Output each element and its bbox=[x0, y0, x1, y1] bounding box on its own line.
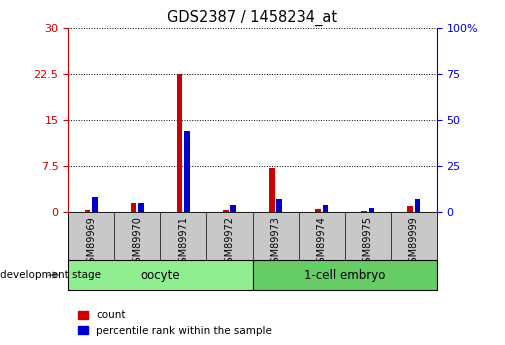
Bar bbox=[323, 205, 328, 212]
Bar bbox=[131, 203, 136, 212]
Bar bbox=[230, 205, 236, 212]
Bar bbox=[223, 210, 229, 212]
Title: GDS2387 / 1458234_at: GDS2387 / 1458234_at bbox=[168, 10, 337, 26]
Text: GSM89973: GSM89973 bbox=[271, 216, 281, 269]
Text: GSM89972: GSM89972 bbox=[224, 216, 234, 269]
Bar bbox=[361, 211, 367, 212]
Bar bbox=[415, 199, 420, 212]
Text: GSM89975: GSM89975 bbox=[363, 216, 373, 269]
Text: GSM89970: GSM89970 bbox=[132, 216, 142, 269]
Text: oocyte: oocyte bbox=[140, 269, 180, 282]
Text: 1-cell embryo: 1-cell embryo bbox=[304, 269, 385, 282]
Bar bbox=[269, 168, 275, 212]
Bar bbox=[138, 203, 144, 212]
Bar bbox=[177, 74, 182, 212]
Bar bbox=[369, 208, 374, 212]
Text: development stage: development stage bbox=[0, 270, 101, 280]
FancyBboxPatch shape bbox=[252, 260, 437, 290]
Text: GSM89971: GSM89971 bbox=[178, 216, 188, 269]
Legend: count, percentile rank within the sample: count, percentile rank within the sample bbox=[73, 306, 276, 340]
Bar bbox=[184, 131, 190, 212]
FancyBboxPatch shape bbox=[68, 260, 252, 290]
Text: GSM89969: GSM89969 bbox=[86, 216, 96, 269]
Bar bbox=[85, 210, 90, 212]
Bar bbox=[276, 199, 282, 212]
Text: GSM89974: GSM89974 bbox=[317, 216, 327, 269]
Bar bbox=[408, 206, 413, 212]
Bar bbox=[92, 197, 97, 212]
Bar bbox=[315, 209, 321, 212]
Text: GSM89999: GSM89999 bbox=[409, 216, 419, 269]
